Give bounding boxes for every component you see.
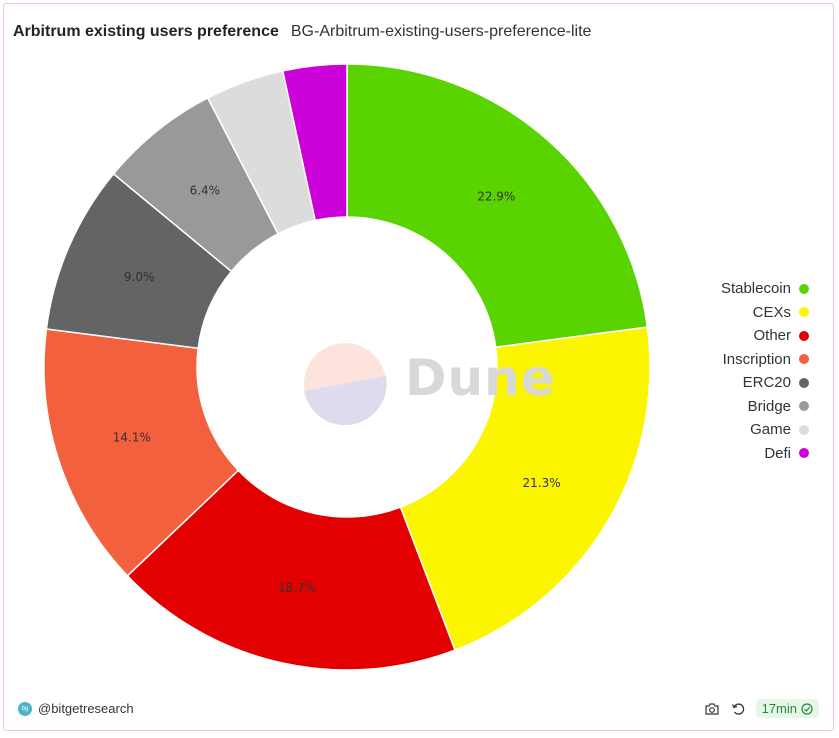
query-name[interactable]: BG-Arbitrum-existing-users-preference-li… [290, 23, 592, 40]
slice-label-other: 18.7% [278, 581, 316, 595]
legend-item-cexs[interactable]: CEXs [753, 303, 809, 323]
slice-label-inscription: 14.1% [113, 431, 151, 445]
legend-item-game[interactable]: Game [750, 420, 809, 440]
legend-label: Bridge [747, 397, 791, 415]
slice-label-cexs: 21.3% [523, 476, 561, 490]
legend-swatch [799, 330, 809, 341]
legend-label: CEXs [752, 303, 791, 321]
legend-item-erc20[interactable]: ERC20 [743, 373, 809, 393]
dune-logo-icon [304, 343, 387, 426]
author-name: @bitgetresearch [38, 701, 134, 716]
legend-item-other[interactable]: Other [753, 326, 809, 346]
slice-stablecoin[interactable] [346, 63, 649, 349]
legend-label: Stablecoin [720, 280, 791, 298]
legend-item-defi[interactable]: Defi [764, 444, 809, 464]
slice-inscription[interactable] [43, 328, 240, 577]
legend-label: Other [753, 327, 791, 345]
donut-chart: 22.9% 21.3% 18.7% 14.1% 9.0% 6.4% [43, 63, 651, 671]
footer-actions: 17min [704, 699, 819, 718]
slice-label-erc20: 9.0% [124, 270, 155, 284]
slice-cexs[interactable] [399, 326, 651, 652]
legend-swatch [799, 307, 809, 318]
legend-label: Inscription [722, 350, 791, 368]
chart-legend: Stablecoin CEXs Other Inscription ERC20 Bridg… [721, 279, 809, 463]
legend-swatch [799, 401, 809, 412]
legend-swatch [799, 283, 809, 294]
legend-label: ERC20 [742, 374, 791, 392]
legend-label: Defi [764, 444, 791, 462]
chart-header: Arbitrum existing users preference BG-Ar… [13, 21, 591, 43]
author-avatar: bg [18, 701, 32, 716]
slice-label-stablecoin: 22.9% [477, 190, 515, 204]
legend-swatch [799, 448, 809, 459]
legend-label: Game [750, 421, 791, 439]
legend-item-inscription[interactable]: Inscription [723, 350, 809, 370]
slice-label-bridge: 6.4% [190, 184, 221, 198]
dune-watermark: Dune [300, 339, 555, 429]
check-circle-icon [801, 702, 813, 715]
result-age: 17min [761, 701, 797, 716]
chart-panel: Arbitrum existing users preference BG-Ar… [3, 3, 834, 731]
refresh-icon[interactable] [730, 701, 746, 717]
legend-swatch [799, 354, 809, 365]
chart-title: Arbitrum existing users preference [13, 23, 279, 40]
legend-swatch [799, 424, 809, 435]
author-link[interactable]: bg @bitgetresearch [18, 701, 134, 716]
result-age-badge[interactable]: 17min [755, 699, 819, 718]
legend-swatch [799, 377, 809, 388]
legend-item-bridge[interactable]: Bridge [748, 397, 809, 417]
slice-defi[interactable] [281, 63, 348, 222]
slice-other[interactable] [126, 469, 456, 671]
watermark-text: Dune [405, 349, 556, 407]
camera-icon[interactable] [704, 701, 720, 717]
legend-item-stablecoin[interactable]: Stablecoin [721, 279, 809, 299]
